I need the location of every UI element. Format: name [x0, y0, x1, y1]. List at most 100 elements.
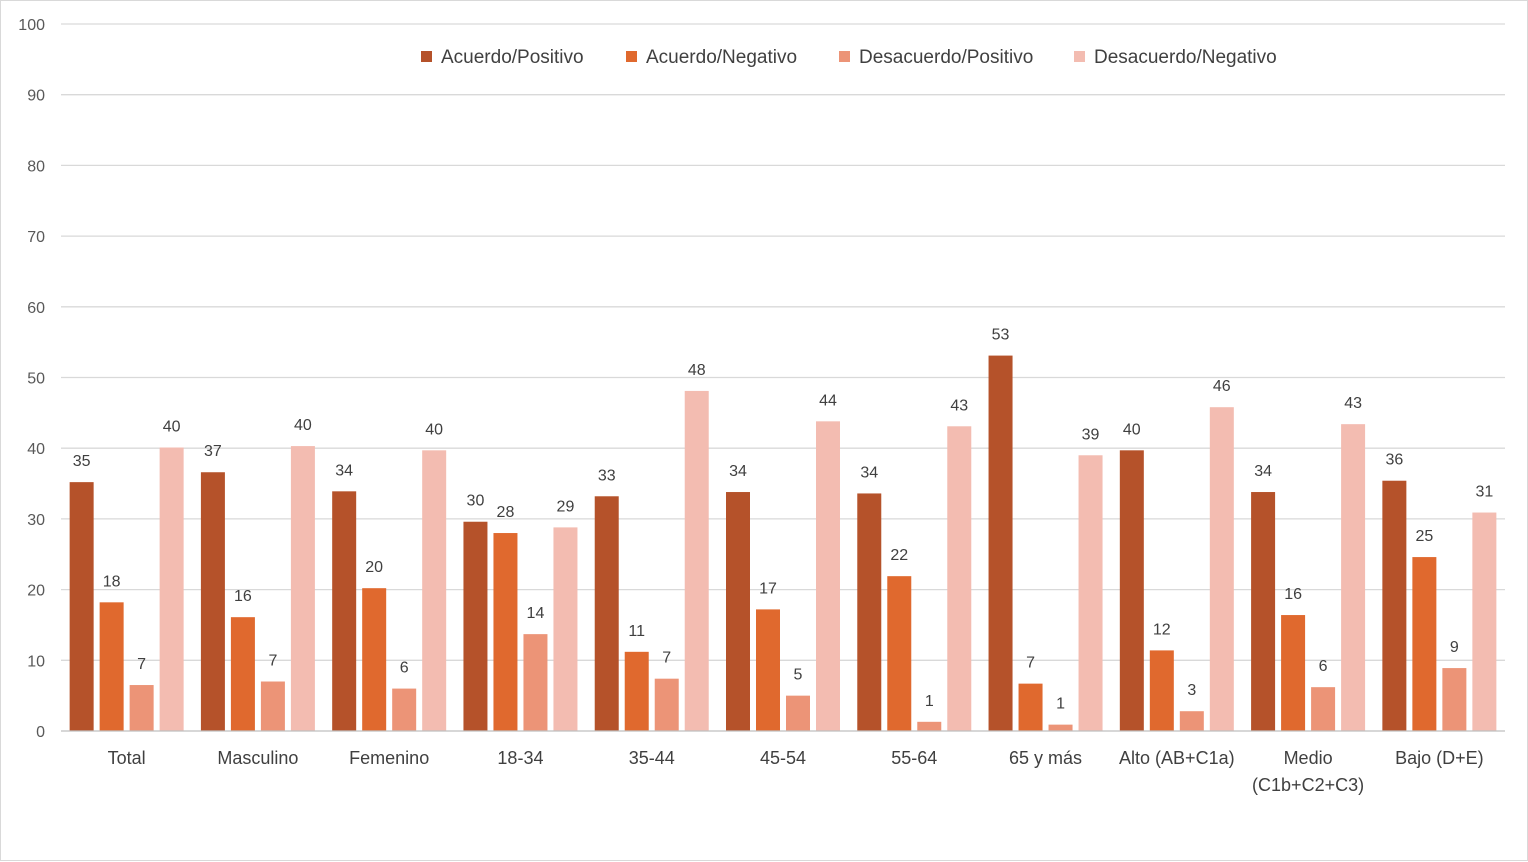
data-label: 43 — [1344, 395, 1362, 412]
legend-label: Desacuerdo/Positivo — [859, 47, 1033, 68]
bar — [917, 721, 942, 731]
bar — [290, 446, 315, 731]
x-category-label: 18-34 — [497, 748, 543, 768]
data-label: 12 — [1153, 621, 1171, 638]
bar — [200, 472, 225, 731]
bar — [392, 688, 417, 731]
y-tick-label: 70 — [27, 229, 45, 246]
legend-swatch — [626, 51, 637, 62]
y-tick-label: 10 — [27, 653, 45, 670]
bar — [1209, 407, 1234, 731]
x-category-label: 65 y más — [1009, 748, 1082, 768]
bar — [332, 491, 357, 731]
bar — [362, 588, 387, 731]
bar — [857, 493, 882, 731]
y-tick-label: 40 — [27, 441, 45, 458]
bar — [523, 634, 548, 731]
bar — [1382, 480, 1407, 731]
bar — [1472, 512, 1497, 731]
bar — [230, 617, 255, 731]
data-label: 34 — [335, 462, 353, 479]
data-label: 16 — [1284, 586, 1302, 603]
data-label: 53 — [992, 327, 1010, 344]
data-label: 14 — [527, 605, 545, 622]
bar — [988, 355, 1013, 731]
bar — [947, 426, 972, 731]
bar — [756, 609, 780, 731]
x-category-label: 55-64 — [891, 748, 937, 768]
x-category-label: Total — [108, 748, 146, 768]
bar — [594, 496, 619, 731]
x-category-label: Bajo (D+E) — [1395, 748, 1484, 768]
x-category-label: Medio — [1284, 748, 1333, 768]
data-label: 34 — [860, 464, 878, 481]
bar — [624, 651, 649, 731]
data-label: 36 — [1385, 452, 1403, 469]
x-category-label: (C1b+C2+C3) — [1252, 775, 1364, 795]
bar — [1048, 724, 1073, 731]
data-label: 34 — [729, 463, 747, 480]
x-category-label: 35-44 — [629, 748, 675, 768]
data-label: 46 — [1213, 378, 1231, 395]
bar — [260, 681, 285, 731]
data-label: 30 — [467, 493, 485, 510]
data-label: 7 — [1026, 655, 1035, 672]
x-category-label: Masculino — [217, 748, 298, 768]
data-label: 40 — [425, 421, 443, 438]
data-label: 16 — [234, 588, 252, 605]
x-category-label: 45-54 — [760, 748, 806, 768]
bar — [726, 492, 750, 731]
data-label: 48 — [688, 362, 706, 379]
y-tick-label: 0 — [36, 724, 45, 741]
y-tick-label: 60 — [27, 300, 45, 317]
legend-swatch — [839, 51, 850, 62]
data-label: 25 — [1415, 528, 1433, 545]
bar — [1119, 450, 1144, 731]
data-label: 3 — [1187, 682, 1196, 699]
data-label: 43 — [950, 397, 968, 414]
bar — [1281, 615, 1306, 731]
data-label: 33 — [598, 467, 616, 484]
data-label: 29 — [557, 498, 575, 515]
data-label: 1 — [1056, 696, 1065, 713]
bar — [129, 685, 154, 731]
legend-swatch — [421, 51, 432, 62]
bar — [654, 678, 679, 731]
data-label: 39 — [1082, 426, 1100, 443]
x-category-label: Femenino — [349, 748, 429, 768]
data-label: 11 — [628, 623, 645, 640]
x-category-label: Alto (AB+C1a) — [1119, 748, 1235, 768]
data-label: 40 — [163, 418, 181, 435]
data-label: 40 — [1123, 421, 1141, 438]
data-label: 34 — [1254, 463, 1272, 480]
bar — [1442, 668, 1467, 731]
data-label: 6 — [400, 660, 409, 677]
bar — [1341, 424, 1366, 731]
data-label: 35 — [73, 453, 91, 470]
data-label: 6 — [1319, 658, 1328, 675]
y-tick-label: 100 — [18, 17, 45, 34]
data-label: 22 — [890, 547, 908, 564]
bar — [1149, 650, 1174, 731]
data-label: 18 — [103, 573, 121, 590]
data-label: 7 — [268, 653, 277, 670]
bar — [159, 447, 184, 731]
legend-swatch — [1074, 51, 1085, 62]
data-label: 37 — [204, 443, 222, 460]
data-label: 40 — [294, 417, 312, 434]
data-label: 20 — [365, 559, 383, 576]
legend-label: Desacuerdo/Negativo — [1094, 47, 1277, 68]
bar — [1251, 492, 1276, 731]
bar — [1078, 455, 1103, 731]
bar — [1018, 683, 1043, 731]
bar — [493, 533, 518, 731]
data-label: 7 — [662, 650, 671, 667]
bar — [1412, 557, 1437, 731]
bar — [786, 695, 810, 731]
data-label: 9 — [1450, 639, 1459, 656]
bar — [99, 602, 124, 731]
y-tick-label: 20 — [27, 583, 45, 600]
data-label: 1 — [925, 693, 934, 710]
